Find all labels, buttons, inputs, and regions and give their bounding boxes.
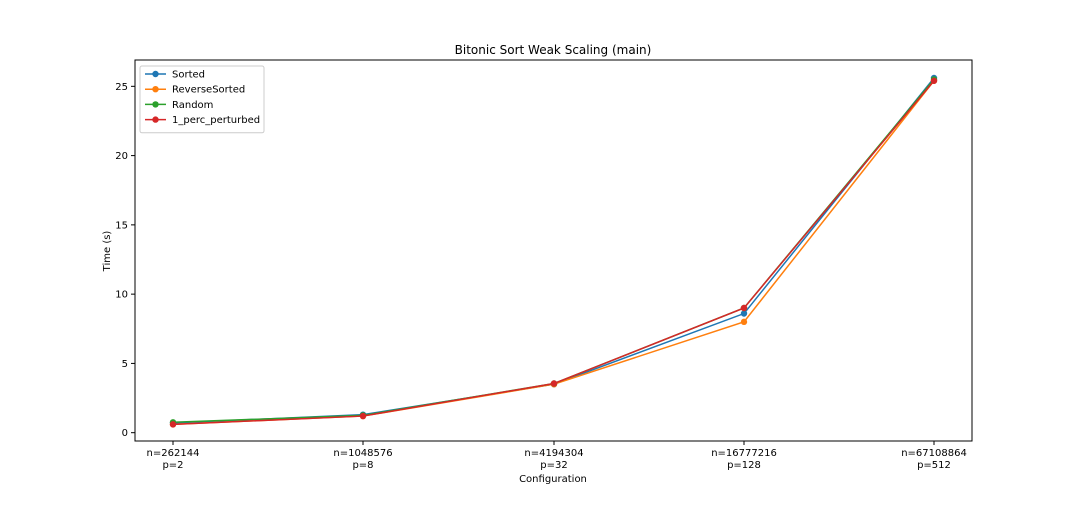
x-tick-label: n=262144 [147,448,200,459]
x-tick-label: p=512 [917,460,951,471]
x-tick-label: n=67108864 [901,448,967,459]
plot-frame [134,59,973,442]
data-point-3-1 [359,412,367,420]
legend-label: Random [172,100,213,111]
x-axis-label: Configuration [519,474,587,485]
legend-swatch-marker [152,116,159,123]
legend-box [139,65,265,134]
legend-label: ReverseSorted [172,85,245,96]
data-point-0-3 [740,310,748,317]
x-tick-label: n=1048576 [333,448,392,459]
y-tick-label: 15 [115,220,128,231]
x-tick-label: p=8 [352,460,373,471]
legend-swatch-marker [152,101,159,108]
data-point-3-0 [169,421,177,428]
x-tick-label: p=2 [162,460,183,471]
y-axis-label: Time (s) [102,231,113,273]
chart-title: Bitonic Sort Weak Scaling (main) [455,43,652,57]
y-tick-label: 20 [115,151,128,162]
series-line-2 [172,78,935,424]
data-point-1-3 [740,318,748,326]
legend-swatch-marker [152,86,159,93]
x-tick-label: p=128 [727,460,761,471]
legend-label: Sorted [172,70,205,81]
legend-swatch-marker [152,70,159,78]
y-tick-label: 0 [122,428,128,439]
legend-label: 1_perc_perturbed [172,115,260,126]
x-tick-label: n=16777216 [711,448,777,459]
y-tick-label: 25 [115,82,128,93]
series-line-3 [172,80,935,426]
data-point-3-4 [930,77,938,84]
data-point-3-2 [550,380,558,387]
series-line-1 [172,80,935,426]
x-tick-label: n=4194304 [524,448,583,459]
data-point-3-3 [740,304,748,312]
series-line-0 [172,77,935,424]
y-tick-label: 5 [122,359,128,370]
y-tick-label: 10 [115,290,128,301]
x-tick-label: p=32 [540,460,567,471]
